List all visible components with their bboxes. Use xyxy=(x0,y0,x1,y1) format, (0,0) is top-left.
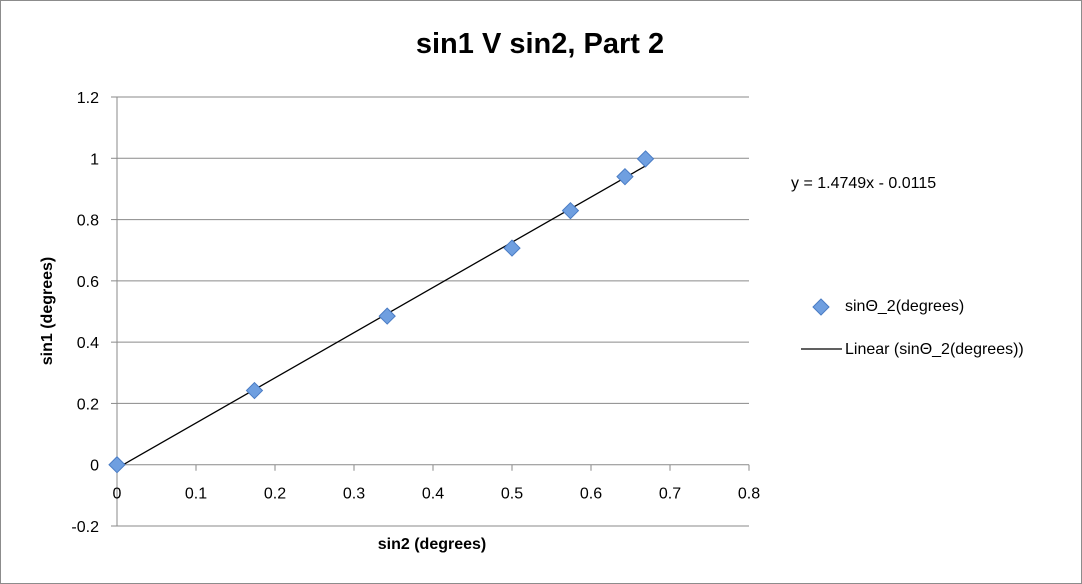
y-axis-label: sin1 (degrees) xyxy=(39,257,56,365)
x-tick-label: 0.2 xyxy=(264,486,286,503)
x-tick-label: 0 xyxy=(113,486,122,503)
x-axis-label: sin2 (degrees) xyxy=(378,536,486,553)
x-tick-label: 0.3 xyxy=(343,486,365,503)
x-tick-label: 0.6 xyxy=(580,486,602,503)
legend-marker-diamond-icon xyxy=(812,298,830,316)
data-point xyxy=(636,150,655,168)
y-tick-label: -0.2 xyxy=(71,519,99,536)
legend-series-label: sinΘ_2(degrees) xyxy=(845,298,965,315)
gridlines xyxy=(117,96,749,527)
x-tick-label: 0.5 xyxy=(501,486,523,503)
x-tick-label: 0.4 xyxy=(422,486,444,503)
data-point xyxy=(108,456,126,474)
y-tick-label: 1.2 xyxy=(77,90,99,107)
x-tick-label: 0.8 xyxy=(738,486,760,503)
y-tick-label: 0.8 xyxy=(77,213,99,230)
data-point xyxy=(561,201,580,220)
y-tick-label: 0 xyxy=(90,458,99,475)
data-points xyxy=(108,150,655,474)
trendline-equation: y = 1.4749x - 0.0115 xyxy=(791,175,937,192)
y-tick-label: 0.6 xyxy=(77,274,99,291)
data-point xyxy=(378,307,396,325)
tick-labels: -0.2 0 0.2 0.4 0.6 0.8 1 1.2 0 0.1 0.2 0.3 0.4 0.5 0.6… xyxy=(71,90,760,536)
x-tick-label: 0.7 xyxy=(659,486,681,503)
chart-title: sin1 V sin2, Part 2 xyxy=(415,28,665,60)
y-tick-label: 1 xyxy=(90,151,99,168)
y-tick-label: 0.4 xyxy=(77,335,99,352)
x-tick-label: 0.1 xyxy=(185,486,207,503)
data-point xyxy=(503,239,521,257)
legend-trendline-label: Linear (sinΘ_2(degrees)) xyxy=(845,341,1024,358)
axes xyxy=(111,96,750,527)
data-point xyxy=(616,167,634,186)
legend xyxy=(801,298,842,350)
data-point xyxy=(245,381,264,400)
y-tick-label: 0.2 xyxy=(77,396,99,413)
